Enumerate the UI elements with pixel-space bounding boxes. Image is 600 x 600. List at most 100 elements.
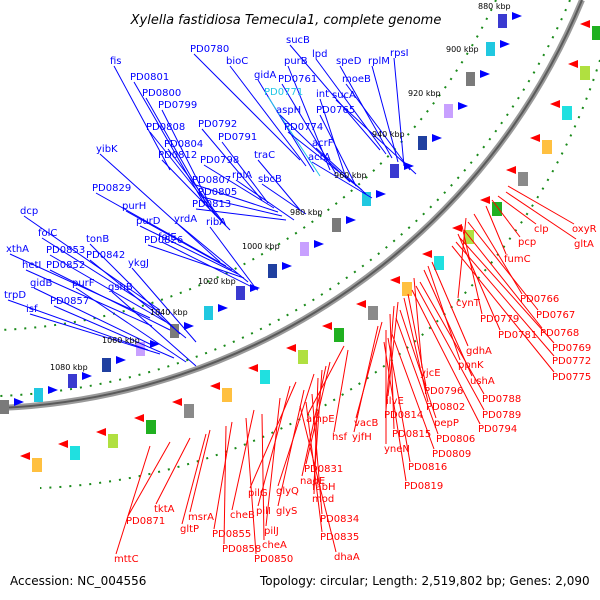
kbp-tick-label: 900 kbp: [446, 45, 479, 54]
leader-line-tonB: [89, 243, 181, 335]
gene-label-PD0775: PD0775: [552, 372, 591, 383]
feature-block: [434, 256, 444, 270]
feature-block: [300, 242, 309, 256]
reverse-gene-arrow: [134, 414, 144, 422]
leader-line-gshB: [111, 291, 197, 367]
feature-block: [204, 306, 213, 320]
leader-line-yibK: [99, 153, 221, 263]
leader-line-PD0780: [193, 53, 301, 161]
gene-label-ilvE: ilvE: [386, 396, 404, 407]
gene-label-mod: mod: [312, 494, 334, 505]
leader-line-gltA: [505, 191, 577, 240]
gene-label-sbcB: sbcB: [258, 174, 282, 185]
gene-label-pepP: pepP: [434, 418, 459, 429]
feature-block: [184, 404, 194, 418]
leader-lines: [7, 44, 577, 555]
feature-block: [70, 446, 80, 460]
gene-label-PD0855: PD0855: [212, 529, 251, 540]
feature-block: [298, 350, 308, 364]
leader-line-acrA: [311, 161, 373, 199]
gene-label-lpd: lpd: [312, 49, 327, 60]
gene-label-PD0807: PD0807: [192, 175, 231, 186]
feature-block: [332, 218, 341, 232]
gene-label-ampE: ampE: [306, 414, 335, 425]
genome-backbone: [0, 0, 600, 489]
gene-label-PD0831: PD0831: [304, 464, 343, 475]
leader-line-PD0855: [213, 421, 233, 530]
leader-line-PD0796: [407, 293, 427, 387]
kbp-tick-label: 920 kbp: [408, 89, 441, 98]
leader-line-PD0774: [287, 131, 363, 191]
feature-block: [580, 66, 590, 80]
leader-line-rplM: [371, 65, 399, 163]
reverse-gene-arrow: [172, 398, 182, 406]
leader-line-PD0805: [201, 196, 283, 217]
feature-block: [32, 458, 42, 472]
reverse-gene-arrow: [248, 364, 258, 372]
gene-label-glyS: glyS: [276, 506, 297, 517]
leader-line-PD0765: [319, 114, 357, 187]
map-title: Xylella fastidiosa Temecula1, complete g…: [130, 13, 442, 28]
leader-line-PD0788: [419, 281, 485, 395]
forward-gene-arrow: [376, 190, 386, 198]
gene-label-PD0792: PD0792: [198, 119, 237, 130]
gene-label-gltA: gltA: [574, 239, 594, 250]
leader-line-PD0816: [387, 337, 411, 463]
leader-line-PD0806: [395, 317, 439, 435]
gene-label-tktA: tktA: [154, 504, 175, 515]
gene-label-PD0789: PD0789: [482, 410, 521, 421]
gene-label-gidA: gidA: [254, 70, 276, 81]
leader-line-PD0852: [49, 269, 171, 331]
leader-line-PD0813: [195, 208, 287, 221]
leader-line-PD0842: [89, 259, 187, 339]
reverse-gene-arrow: [506, 166, 516, 174]
leader-line-yjcE: [413, 277, 423, 369]
gene-label-PD0799: PD0799: [158, 100, 197, 111]
gene-label-purB: purB: [284, 56, 308, 67]
gene-label-ushA: ushA: [470, 376, 495, 387]
gene-label-cynT: cynT: [456, 298, 481, 309]
kbp-tick-label: 1040 kbp: [150, 308, 188, 317]
leader-line-speD: [339, 65, 393, 159]
reverse-gene-arrow: [20, 452, 30, 460]
feature-block: [486, 42, 495, 56]
feature-block: [402, 282, 412, 296]
gene-label-PD0809: PD0809: [432, 449, 471, 460]
kbp-tick-label: 1080 kbp: [50, 363, 88, 372]
leader-line-fumC: [485, 205, 507, 255]
gene-label-gshB: gshB: [108, 282, 133, 293]
gene-label-ppnK: ppnK: [458, 360, 484, 371]
leader-line-PD0766: [473, 213, 523, 295]
leader-line-rpsI: [393, 57, 405, 167]
gene-label-pcp: pcp: [518, 237, 536, 248]
gene-label-PD0794: PD0794: [478, 424, 517, 435]
kbp-tick-labels: 880 kbp 900 kbp 920 kbp 940 kbp 960 kbp 980 k…: [50, 2, 511, 372]
gene-label-vacB: vacB: [354, 418, 379, 429]
leader-line-PD0768: [463, 229, 543, 329]
forward-gene-arrow: [282, 262, 292, 270]
kbp-tick-label: 1000 kbp: [242, 242, 280, 251]
gene-label-PD0814: PD0814: [384, 410, 423, 421]
gene-label-PD0808: PD0808: [146, 122, 185, 133]
gene-label-cheB: cheB: [230, 510, 255, 521]
gene-label-yrdA: yrdA: [174, 214, 197, 225]
forward-gene-arrow: [314, 240, 324, 248]
leader-line-clp: [497, 195, 537, 225]
leader-line-glyS: [277, 389, 305, 507]
leader-line-gdhA: [431, 261, 469, 347]
gene-label-yjfH: yjfH: [352, 432, 372, 443]
kbp-tick-label: 1020 kbp: [198, 277, 236, 286]
leader-line-cheB: [231, 409, 255, 511]
leader-line-sucB: [289, 44, 381, 151]
leader-line-hetI: [25, 269, 153, 327]
leader-line-PD0831: [305, 361, 331, 465]
leader-line-PD0792: [201, 128, 263, 201]
leader-line-PD0812: [161, 159, 231, 231]
gene-label-mttC: mttC: [114, 554, 139, 565]
gene-label-PD0813: PD0813: [192, 199, 231, 210]
leader-line-bioC: [229, 65, 307, 167]
leader-line-PD0853: [49, 254, 167, 323]
gene-label-PD0769: PD0769: [552, 343, 591, 354]
feature-block: [236, 286, 245, 300]
forward-gene-arrow: [184, 322, 194, 330]
